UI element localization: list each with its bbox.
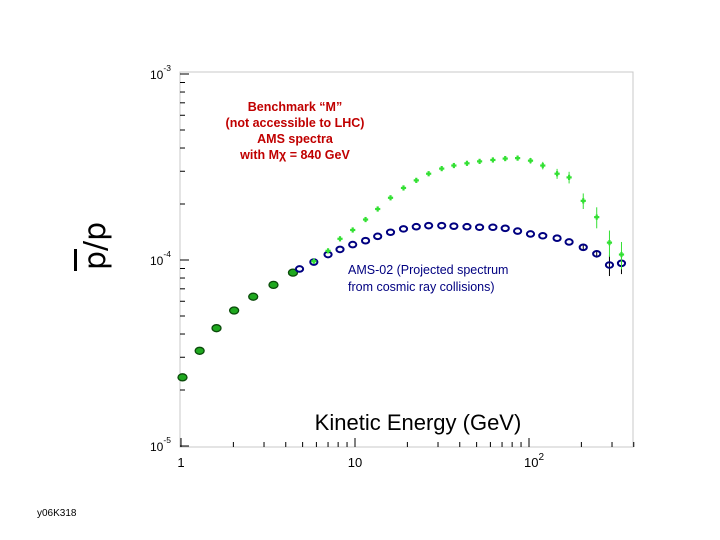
data-point	[580, 198, 586, 204]
x-tick-label: 1	[177, 455, 184, 470]
data-point	[387, 195, 394, 201]
data-point	[592, 249, 602, 258]
y-axis-label: p/p	[78, 221, 113, 270]
data-point	[375, 206, 381, 212]
benchmark-annotation: Benchmark “M” (not accessible to LHC) AM…	[210, 99, 380, 163]
data-point	[606, 240, 613, 246]
data-point	[540, 162, 546, 169]
data-point	[578, 243, 588, 252]
plot-frame	[179, 71, 634, 448]
data-point	[474, 223, 485, 232]
data-point	[268, 280, 279, 290]
projected-annotation-line: AMS-02 (Projected spectrum	[348, 263, 509, 277]
y-axis-label-overbar	[74, 249, 77, 271]
data-point	[476, 158, 483, 164]
data-point	[194, 346, 205, 355]
data-point	[525, 230, 536, 238]
data-point	[439, 166, 445, 172]
y-tick-label: 10-4	[150, 249, 171, 268]
data-point	[411, 222, 421, 231]
data-point	[362, 216, 369, 223]
tick-labels: 1 10 102 10-3 10-4 10-5	[150, 63, 544, 470]
data-point	[211, 324, 222, 333]
benchmark-annotation-line: (not accessible to LHC)	[225, 116, 365, 130]
data-point	[488, 223, 498, 232]
benchmark-annotation-line: Benchmark “M”	[247, 100, 343, 114]
data-point	[426, 171, 432, 177]
data-point	[490, 157, 496, 163]
data-point	[311, 258, 317, 264]
data-point	[451, 162, 457, 169]
data-point	[618, 251, 625, 258]
data-point	[287, 268, 299, 277]
data-point	[513, 227, 523, 235]
footer-code: y06K318	[37, 508, 77, 519]
data-point	[552, 234, 562, 242]
series-blue-ring	[294, 221, 627, 277]
data-point	[413, 177, 419, 183]
data-point	[424, 221, 434, 230]
data-point	[348, 240, 358, 249]
projected-annotation: AMS-02 (Projected spectrum from cosmic r…	[348, 262, 558, 296]
series	[177, 155, 627, 382]
data-point	[538, 231, 548, 240]
data-point	[500, 224, 510, 233]
data-point	[449, 222, 459, 230]
y-axis-label-group: p/p	[72, 212, 113, 272]
data-point	[228, 306, 240, 315]
data-point	[325, 248, 331, 254]
data-point	[564, 238, 574, 246]
data-point	[502, 155, 508, 162]
y-tick-label: 10-5	[150, 435, 171, 454]
data-point	[437, 221, 447, 230]
series-green-plus	[311, 155, 625, 270]
data-point	[594, 214, 600, 220]
data-point	[515, 155, 521, 161]
series-green-filled	[177, 268, 299, 382]
benchmark-annotation-line: AMS spectra	[257, 132, 333, 146]
data-point	[294, 265, 305, 273]
x-tick-label: 10	[348, 455, 362, 470]
projected-annotation-line: from cosmic ray collisions)	[348, 280, 495, 294]
data-point	[398, 225, 409, 233]
data-point	[462, 222, 472, 231]
data-point	[337, 236, 343, 242]
data-point	[400, 185, 407, 191]
data-point	[373, 232, 383, 241]
benchmark-annotation-line: with Mχ = 840 GeV	[240, 148, 350, 162]
data-point	[335, 245, 345, 254]
y-tick-label: 10-3	[150, 63, 171, 82]
data-point	[360, 236, 371, 245]
data-point	[248, 292, 259, 301]
data-point	[604, 261, 615, 269]
x-axis-label: Kinetic Energy (GeV)	[315, 410, 522, 435]
axes	[180, 73, 635, 447]
data-point	[527, 158, 534, 164]
data-point	[177, 373, 188, 382]
data-point	[566, 174, 572, 181]
x-tick-label: 102	[524, 452, 544, 470]
data-point	[554, 171, 560, 177]
data-point	[385, 228, 396, 237]
data-point	[350, 227, 356, 233]
data-point	[464, 160, 470, 166]
